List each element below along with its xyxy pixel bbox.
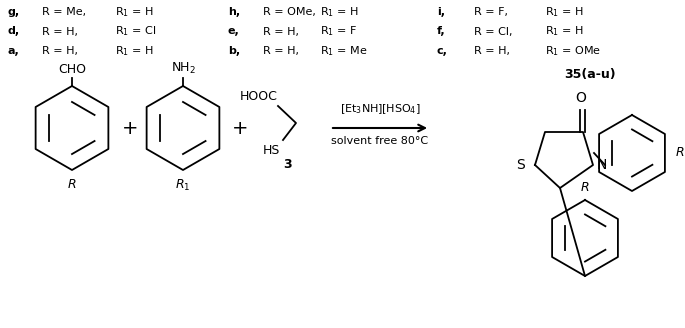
Text: h,: h, — [228, 7, 240, 17]
Text: e,: e, — [228, 27, 240, 36]
Text: 3: 3 — [284, 158, 292, 171]
Text: R: R — [68, 178, 76, 191]
Text: R$_1$ = H: R$_1$ = H — [545, 25, 584, 38]
Text: solvent free 80°C: solvent free 80°C — [332, 136, 429, 146]
Text: R = Cl,: R = Cl, — [474, 27, 512, 36]
Text: f,: f, — [437, 27, 446, 36]
Text: R$_1$ = H: R$_1$ = H — [545, 5, 584, 19]
Text: c,: c, — [437, 46, 448, 56]
Text: a,: a, — [8, 46, 20, 56]
Text: d,: d, — [8, 27, 20, 36]
Text: R$_1$ = Me: R$_1$ = Me — [320, 44, 367, 58]
Text: R = H,: R = H, — [474, 46, 510, 56]
Text: b,: b, — [228, 46, 240, 56]
Text: R$_1$ = H: R$_1$ = H — [115, 44, 154, 58]
Text: R$_1$: R$_1$ — [175, 178, 190, 193]
Text: S: S — [516, 158, 525, 172]
Text: R = Me,: R = Me, — [42, 7, 86, 17]
Text: R$_1$ = H: R$_1$ = H — [320, 5, 359, 19]
Text: R$_1$ = Cl: R$_1$ = Cl — [115, 25, 156, 38]
Text: R = H,: R = H, — [263, 46, 299, 56]
Text: R = H,: R = H, — [42, 46, 78, 56]
Text: R = F,: R = F, — [474, 7, 508, 17]
Text: 35(a-u): 35(a-u) — [564, 68, 616, 81]
Text: N: N — [597, 158, 608, 172]
Text: CHO: CHO — [58, 63, 86, 76]
Text: R$_1$ = F: R$_1$ = F — [320, 25, 358, 38]
Text: R = H,: R = H, — [42, 27, 78, 36]
Text: O: O — [575, 91, 586, 105]
Text: R$_1$: R$_1$ — [675, 145, 685, 160]
Text: +: + — [232, 118, 248, 137]
Text: NH$_2$: NH$_2$ — [171, 61, 195, 76]
Text: +: + — [122, 118, 138, 137]
Text: HS: HS — [262, 144, 280, 157]
Text: g,: g, — [8, 7, 20, 17]
Text: R$_1$ = H: R$_1$ = H — [115, 5, 154, 19]
Text: R: R — [581, 181, 589, 194]
Text: R = H,: R = H, — [263, 27, 299, 36]
Text: R = OMe,: R = OMe, — [263, 7, 316, 17]
Text: [Et$_3$NH][HSO$_4$]: [Et$_3$NH][HSO$_4$] — [340, 102, 421, 116]
Text: R$_1$ = OMe: R$_1$ = OMe — [545, 44, 601, 58]
Text: i,: i, — [437, 7, 445, 17]
Text: HOOC: HOOC — [240, 90, 278, 103]
